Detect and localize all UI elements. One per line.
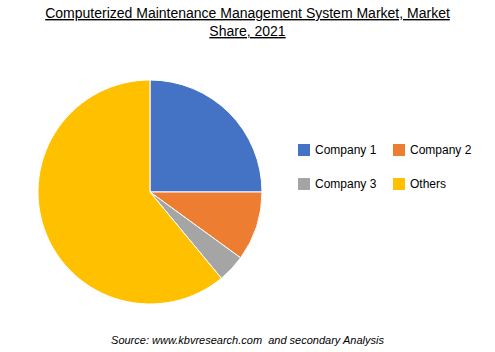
legend-swatch <box>393 178 405 190</box>
legend: Company 1 Company 2 Company 3 Others <box>298 143 472 191</box>
slice <box>150 80 262 192</box>
legend-label: Company 2 <box>410 143 472 157</box>
legend-item: Company 3 <box>298 177 377 191</box>
chart: Computerized Maintenance Management Syst… <box>0 0 495 352</box>
title: Share, 2021 <box>209 23 285 39</box>
legend-swatch <box>298 144 310 156</box>
legend-item: Company 1 <box>298 143 377 157</box>
legend-swatch <box>393 144 405 156</box>
legend-label: Company 1 <box>315 143 377 157</box>
legend-swatch <box>298 178 310 190</box>
pie <box>38 80 262 304</box>
title: Computerized Maintenance Management Syst… <box>45 5 450 21</box>
legend-label: Company 3 <box>315 177 377 191</box>
slice <box>38 80 221 304</box>
legend-label: Others <box>410 177 446 191</box>
legend-item: Company 2 <box>393 143 472 157</box>
title-group: Computerized Maintenance Management Syst… <box>45 5 450 39</box>
source-note: Source: www.kbvresearch.com and secondar… <box>111 334 384 346</box>
legend-item: Others <box>393 177 446 191</box>
